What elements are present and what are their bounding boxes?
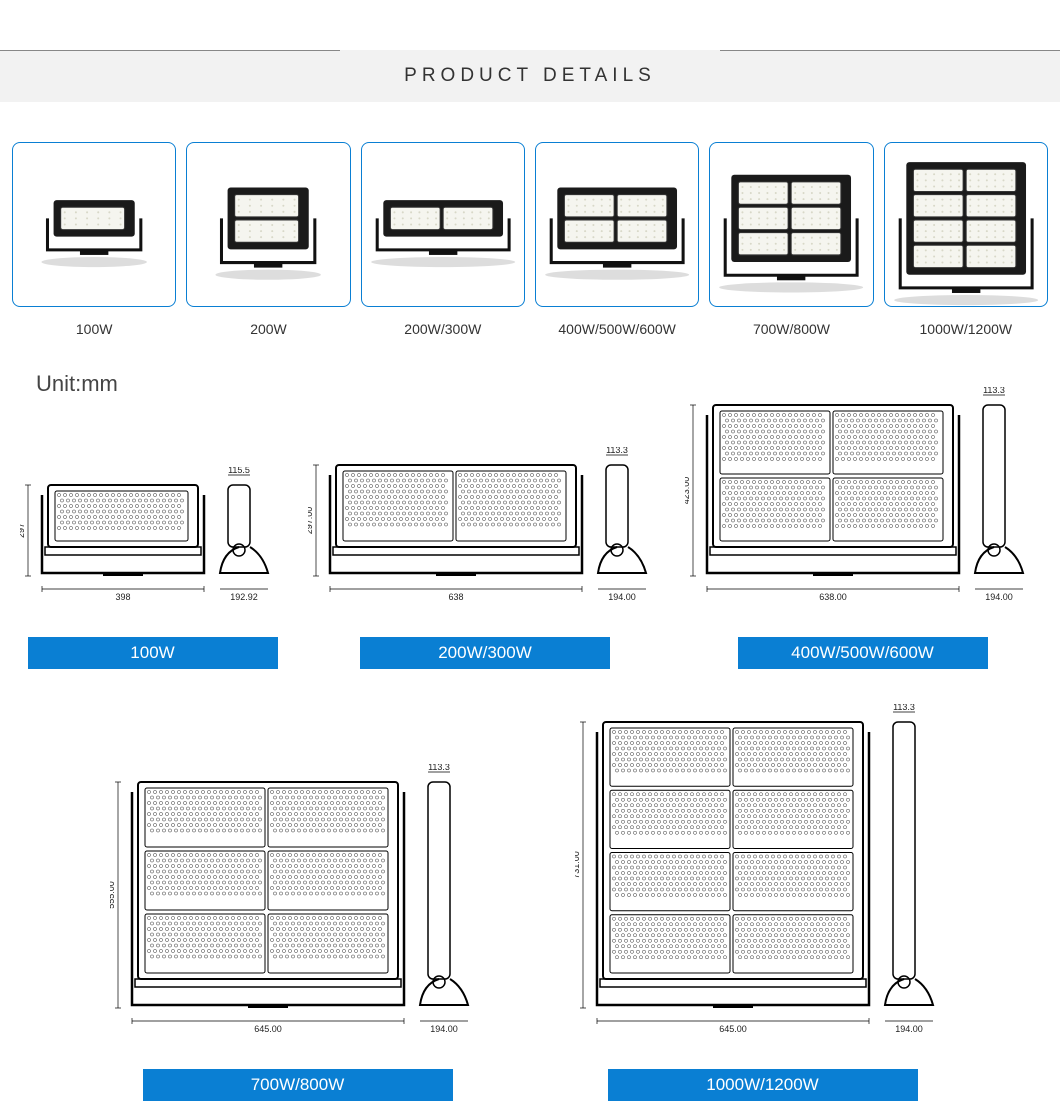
svg-text:194.00: 194.00	[895, 1024, 923, 1034]
svg-text:297.00: 297.00	[308, 507, 314, 535]
svg-text:194.00: 194.00	[608, 592, 636, 602]
product-card[interactable]: 200W/300W	[361, 142, 525, 337]
diagram-row-1: 297 398 115.5 192.92 100W 297.00 638	[0, 387, 1060, 669]
svg-text:731.00: 731.00	[575, 851, 581, 879]
product-grid: 100W 200W 200W/300W	[0, 102, 1060, 337]
diagram-item: 297 398 115.5 192.92 100W	[20, 467, 285, 669]
product-card[interactable]: 1000W/1200W	[884, 142, 1048, 337]
product-card[interactable]: 400W/500W/600W	[535, 142, 699, 337]
product-label: 700W/800W	[709, 321, 873, 337]
svg-text:555.00: 555.00	[110, 881, 116, 909]
product-thumbnail	[12, 142, 176, 307]
divider-right	[720, 50, 1060, 51]
svg-text:638: 638	[448, 592, 463, 602]
svg-text:297: 297	[20, 523, 26, 538]
diagram-label: 700W/800W	[143, 1069, 453, 1101]
diagram-item: 555.00 645.00 113.3 194.00 700W/800W	[110, 764, 485, 1101]
product-thumbnail	[884, 142, 1048, 307]
diagram-item: 297.00 638 113.3 194.00 200W/300W	[308, 447, 663, 669]
divider-left	[0, 50, 340, 51]
svg-text:113.3: 113.3	[893, 704, 915, 712]
product-thumbnail	[361, 142, 525, 307]
page-title: PRODUCT DETAILS	[404, 65, 656, 87]
product-label: 100W	[12, 321, 176, 337]
product-label: 200W/300W	[361, 321, 525, 337]
diagram-item: 423.00 638.00 113.3 194.00 400W/500W/600…	[685, 387, 1040, 669]
product-label: 400W/500W/600W	[535, 321, 699, 337]
product-thumbnail	[709, 142, 873, 307]
svg-text:192.92: 192.92	[230, 592, 258, 602]
svg-text:113.3: 113.3	[606, 447, 628, 455]
diagram-label: 400W/500W/600W	[738, 637, 988, 669]
diagram-label: 1000W/1200W	[608, 1069, 918, 1101]
product-thumbnail	[186, 142, 350, 307]
technical-drawing: 731.00 645.00 113.3 194.00	[575, 704, 950, 1049]
svg-text:645.00: 645.00	[719, 1024, 747, 1034]
product-label: 200W	[186, 321, 350, 337]
product-card[interactable]: 100W	[12, 142, 176, 337]
section-header: PRODUCT DETAILS	[0, 50, 1060, 102]
svg-text:113.3: 113.3	[428, 764, 450, 772]
product-thumbnail	[535, 142, 699, 307]
diagram-item: 731.00 645.00 113.3 194.00 1000W/1200W	[575, 704, 950, 1101]
svg-text:194.00: 194.00	[985, 592, 1013, 602]
technical-drawing: 423.00 638.00 113.3 194.00	[685, 387, 1040, 617]
svg-text:194.00: 194.00	[430, 1024, 458, 1034]
technical-drawing: 555.00 645.00 113.3 194.00	[110, 764, 485, 1049]
svg-text:113.3: 113.3	[983, 387, 1005, 395]
svg-text:645.00: 645.00	[254, 1024, 282, 1034]
product-card[interactable]: 700W/800W	[709, 142, 873, 337]
product-label: 1000W/1200W	[884, 321, 1048, 337]
svg-text:398: 398	[115, 592, 130, 602]
svg-text:638.00: 638.00	[819, 592, 847, 602]
diagram-label: 200W/300W	[360, 637, 610, 669]
svg-text:423.00: 423.00	[685, 477, 691, 505]
technical-drawing: 297.00 638 113.3 194.00	[308, 447, 663, 617]
technical-drawing: 297 398 115.5 192.92	[20, 467, 285, 617]
product-card[interactable]: 200W	[186, 142, 350, 337]
diagram-label: 100W	[28, 637, 278, 669]
svg-text:115.5: 115.5	[228, 467, 250, 475]
diagram-row-2: 555.00 645.00 113.3 194.00 700W/800W 731…	[0, 704, 1060, 1101]
